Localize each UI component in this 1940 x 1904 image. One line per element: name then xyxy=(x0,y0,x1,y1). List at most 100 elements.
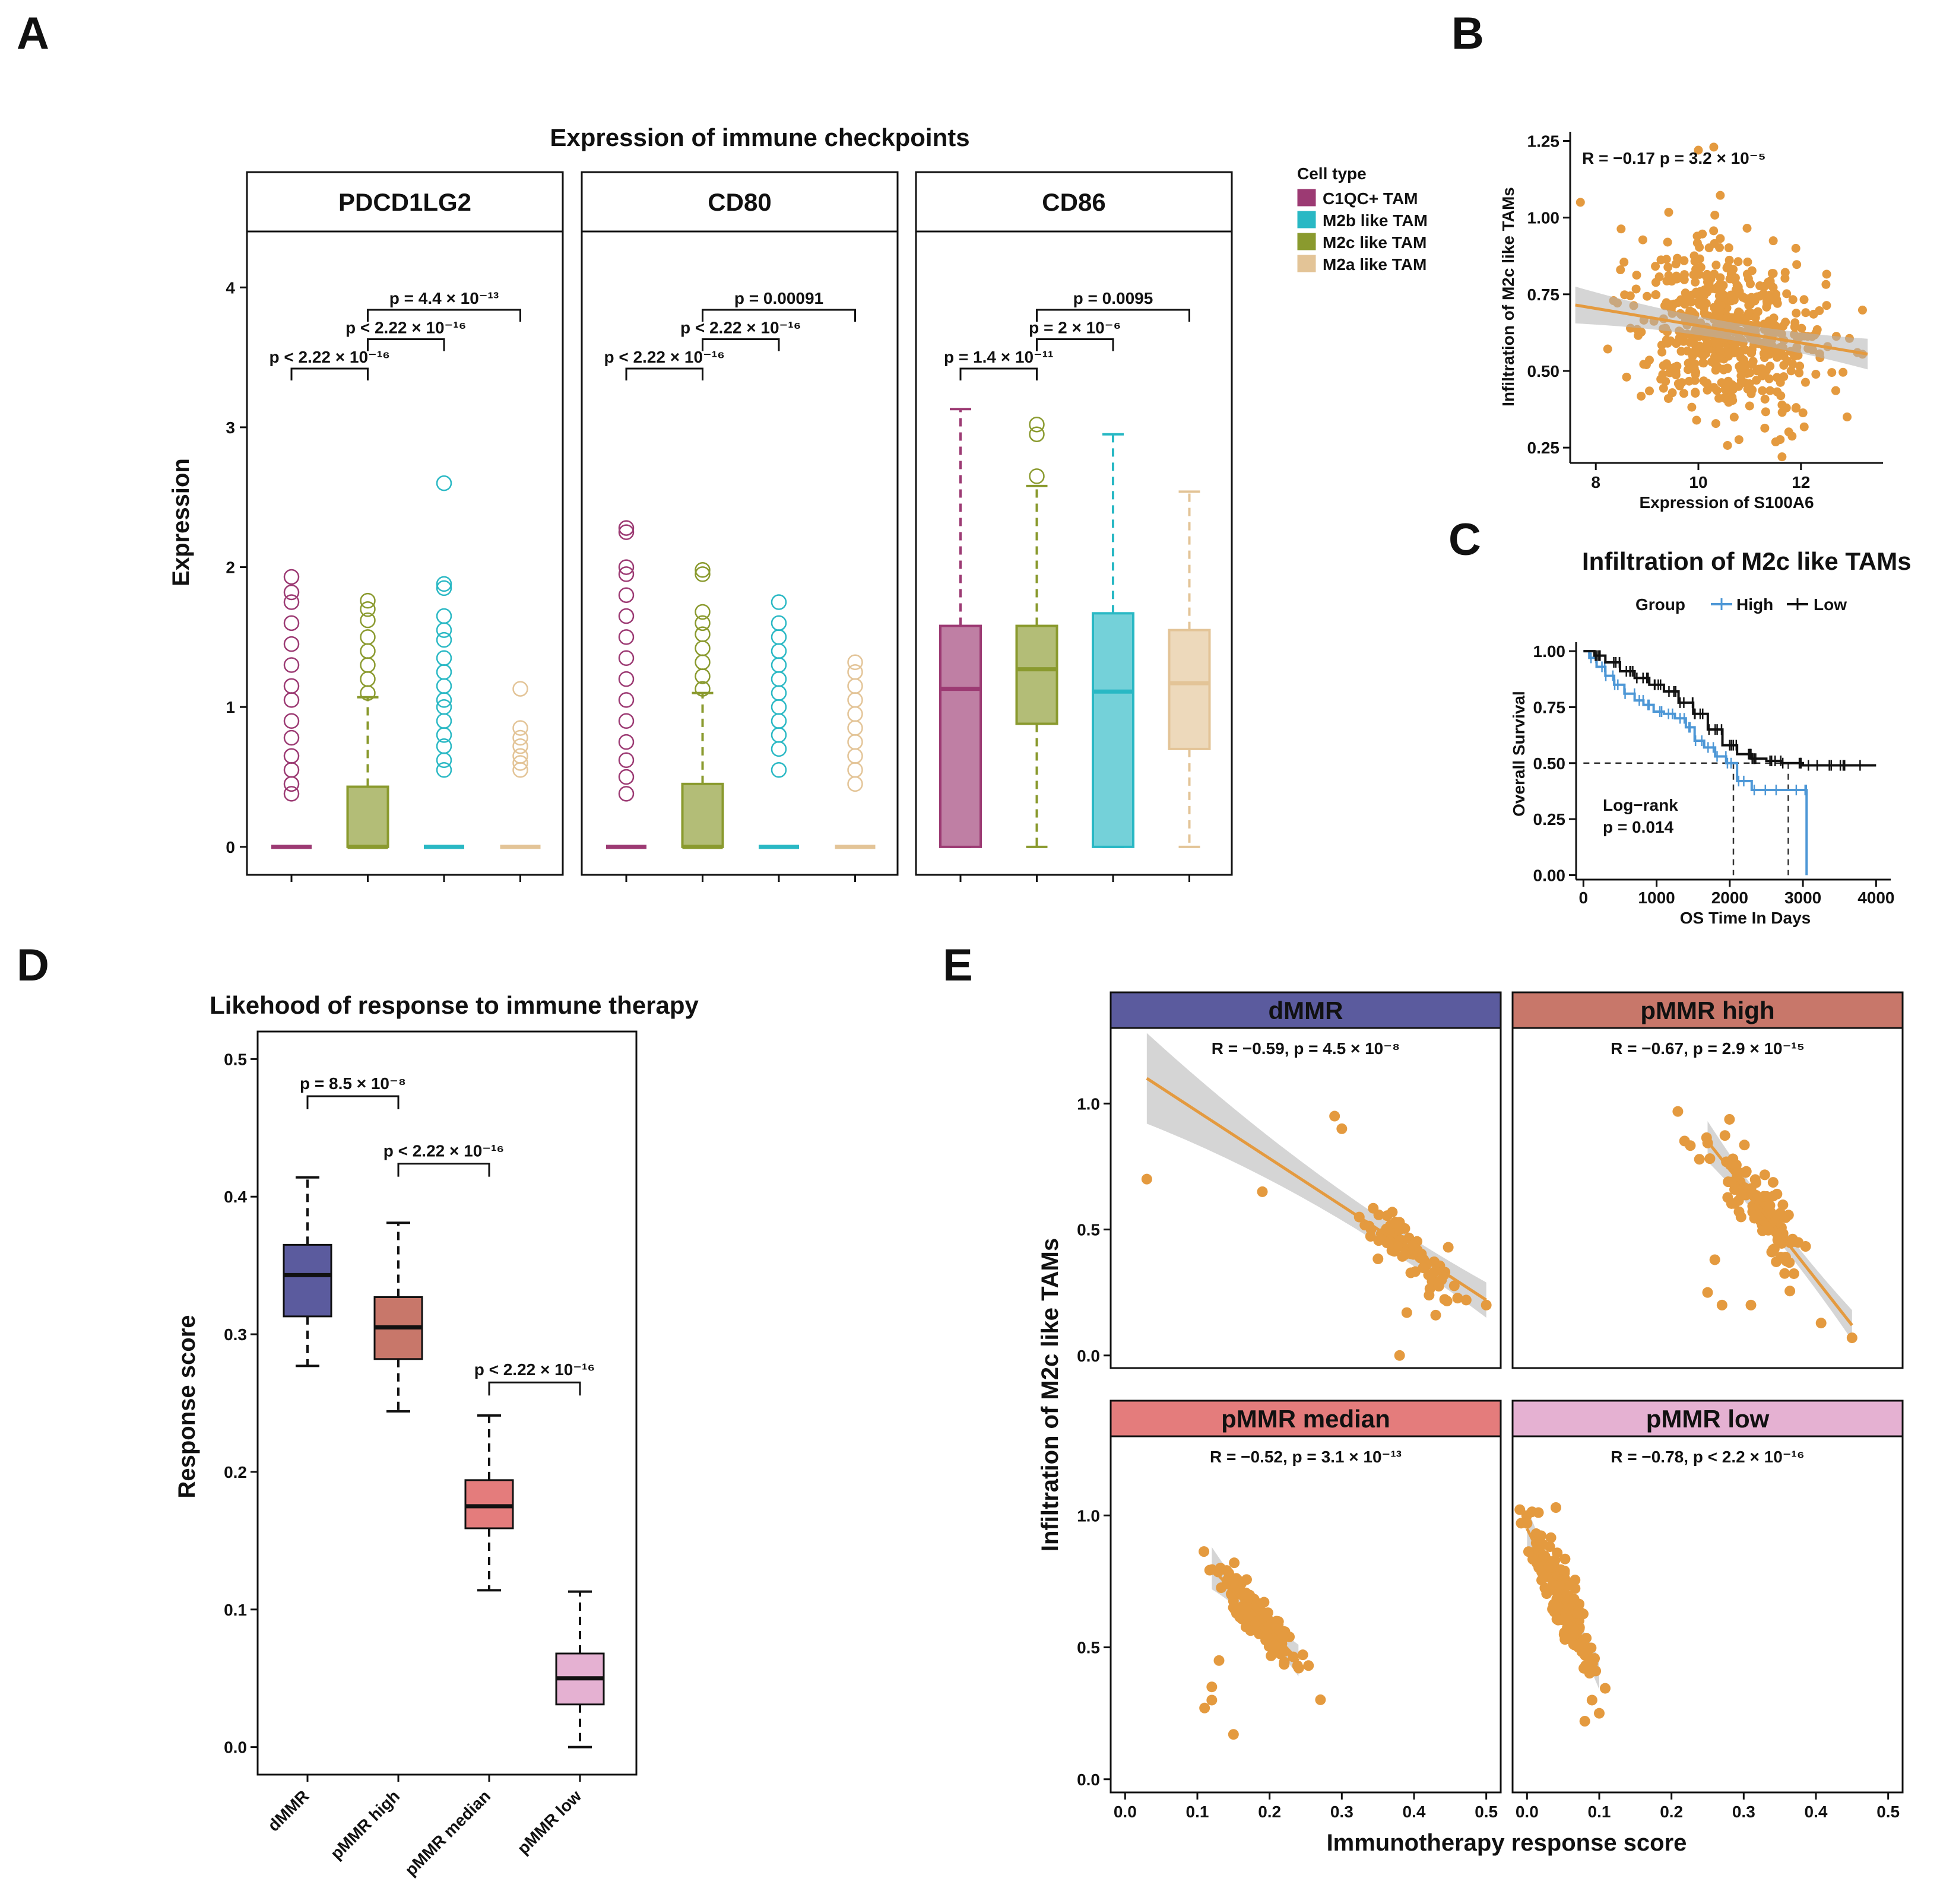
data-point xyxy=(1709,1254,1720,1265)
data-point xyxy=(1764,1200,1776,1211)
outlier-point xyxy=(847,734,863,750)
bracket-line xyxy=(959,367,1038,380)
data-point xyxy=(1742,224,1752,233)
data-point xyxy=(1843,412,1852,421)
data-point xyxy=(1691,277,1700,287)
scatter-points xyxy=(1199,1546,1326,1740)
data-point xyxy=(1846,1332,1857,1344)
data-point xyxy=(1724,1113,1735,1125)
data-point xyxy=(1533,1562,1545,1573)
data-point xyxy=(1749,1213,1760,1224)
y-tick-label-d: 0.2 xyxy=(224,1463,247,1481)
significance-bracket: p < 2.22 × 10⁻¹⁶ xyxy=(345,318,467,351)
x-tick-label-e: 0.4 xyxy=(1805,1803,1828,1821)
data-point xyxy=(1654,272,1664,281)
outlier-point xyxy=(847,748,863,764)
data-point xyxy=(1303,1660,1314,1671)
data-point xyxy=(1703,269,1712,279)
data-point xyxy=(1701,299,1711,308)
chart-title-a: Expression of immune checkpoints xyxy=(550,123,969,151)
p-value-label: p < 2.22 × 10⁻¹⁶ xyxy=(269,348,390,366)
outlier-point xyxy=(771,741,787,757)
data-point xyxy=(1752,366,1762,376)
facet-frame xyxy=(915,230,1233,876)
data-point xyxy=(1690,256,1700,266)
panel-b: B 0.25 0.50 0.75 1.00 1.25 8 10 12 Expression of … xyxy=(1451,8,1883,512)
p-value-label: p = 0.0095 xyxy=(1073,289,1153,307)
y-axis-label-b: Infiltration of M2c like TAMs xyxy=(1499,187,1517,407)
data-point xyxy=(1704,1153,1716,1164)
data-point xyxy=(1293,1662,1304,1674)
data-point xyxy=(1241,1574,1252,1585)
x-tick-label-e: 0.2 xyxy=(1660,1803,1683,1821)
facet-strip xyxy=(1511,991,1904,1029)
data-point xyxy=(1229,1557,1240,1569)
y-tick-label-c: 0.25 xyxy=(1533,810,1566,829)
box-dmmr xyxy=(283,1176,332,1367)
outlier-point xyxy=(771,629,787,645)
outlier-point xyxy=(847,654,863,671)
data-point xyxy=(1716,301,1726,310)
box-pmmr-median xyxy=(464,1414,514,1592)
data-point xyxy=(1679,389,1689,398)
outlier-point xyxy=(283,636,300,652)
p-value-label: p < 2.22 × 10⁻¹⁶ xyxy=(680,318,801,337)
data-point xyxy=(1675,380,1684,389)
outlier-point xyxy=(512,720,528,736)
x-tick-label-e: 0.0 xyxy=(1114,1803,1137,1821)
data-point xyxy=(1567,1594,1578,1605)
outlier-point xyxy=(618,629,635,645)
x-axis-label-b: Expression of S100A6 xyxy=(1639,493,1814,512)
data-point xyxy=(1448,1280,1460,1291)
data-point xyxy=(1141,1173,1152,1185)
outlier-point xyxy=(695,566,711,582)
data-point xyxy=(1793,1237,1804,1248)
x-tick-label-e: 0.1 xyxy=(1186,1803,1209,1821)
data-point xyxy=(1799,295,1809,304)
data-point xyxy=(1269,1640,1280,1652)
data-point xyxy=(1751,313,1760,322)
data-point xyxy=(1579,1716,1590,1727)
facet-label: pMMR low xyxy=(1646,1405,1770,1433)
logrank-label: Log−rank xyxy=(1603,796,1678,814)
box-pmmr-low xyxy=(555,1590,605,1748)
data-point xyxy=(1407,1240,1418,1251)
box-m2b-like-tam xyxy=(424,475,464,849)
significance-bracket: p = 1.4 × 10⁻¹¹ xyxy=(944,348,1053,380)
data-point xyxy=(1373,1235,1384,1246)
data-point xyxy=(1703,385,1712,395)
outlier-point xyxy=(436,664,452,680)
outlier-point xyxy=(283,692,300,708)
panel-c: C Infiltration of M2c like TAMs Group High L… xyxy=(1448,515,1912,927)
data-point xyxy=(1781,403,1791,412)
panel-d: D Likehood of response to immune therapy 0… xyxy=(17,940,699,1879)
data-point xyxy=(1657,347,1667,357)
x-tick-label-b: 10 xyxy=(1689,473,1707,491)
data-point xyxy=(1724,243,1733,253)
data-point xyxy=(1745,1299,1757,1310)
data-point xyxy=(1734,348,1744,358)
facet-cd86: CD86 p = 1.4 × 10⁻¹¹ p = 2 × 10⁻⁶ p = 0.009… xyxy=(915,171,1233,882)
y-tick-label-d: 0.4 xyxy=(224,1188,247,1206)
outlier-point xyxy=(436,678,452,694)
x-tick-label-d: pMMR median xyxy=(401,1786,494,1879)
data-point xyxy=(1672,361,1682,371)
data-point xyxy=(1228,1729,1239,1740)
y-tick-label-a: 1 xyxy=(226,698,235,716)
legend-entry: M2a like TAM xyxy=(1323,255,1427,274)
data-point xyxy=(1779,1268,1790,1279)
data-point xyxy=(1559,1553,1571,1565)
data-point xyxy=(1719,1130,1730,1141)
data-point xyxy=(1838,367,1848,377)
data-point xyxy=(1780,1252,1791,1263)
y-tick-label-a: 2 xyxy=(226,558,235,577)
data-point xyxy=(1637,392,1646,401)
bracket-line xyxy=(397,1163,490,1177)
data-point xyxy=(1741,1166,1752,1177)
y-tick-label-a: 3 xyxy=(226,418,235,437)
outlier-point xyxy=(771,727,787,743)
data-point xyxy=(1565,1579,1577,1591)
outlier-point xyxy=(436,608,452,624)
data-point xyxy=(1639,360,1649,369)
y-axis-label-a: Expression xyxy=(168,458,194,586)
